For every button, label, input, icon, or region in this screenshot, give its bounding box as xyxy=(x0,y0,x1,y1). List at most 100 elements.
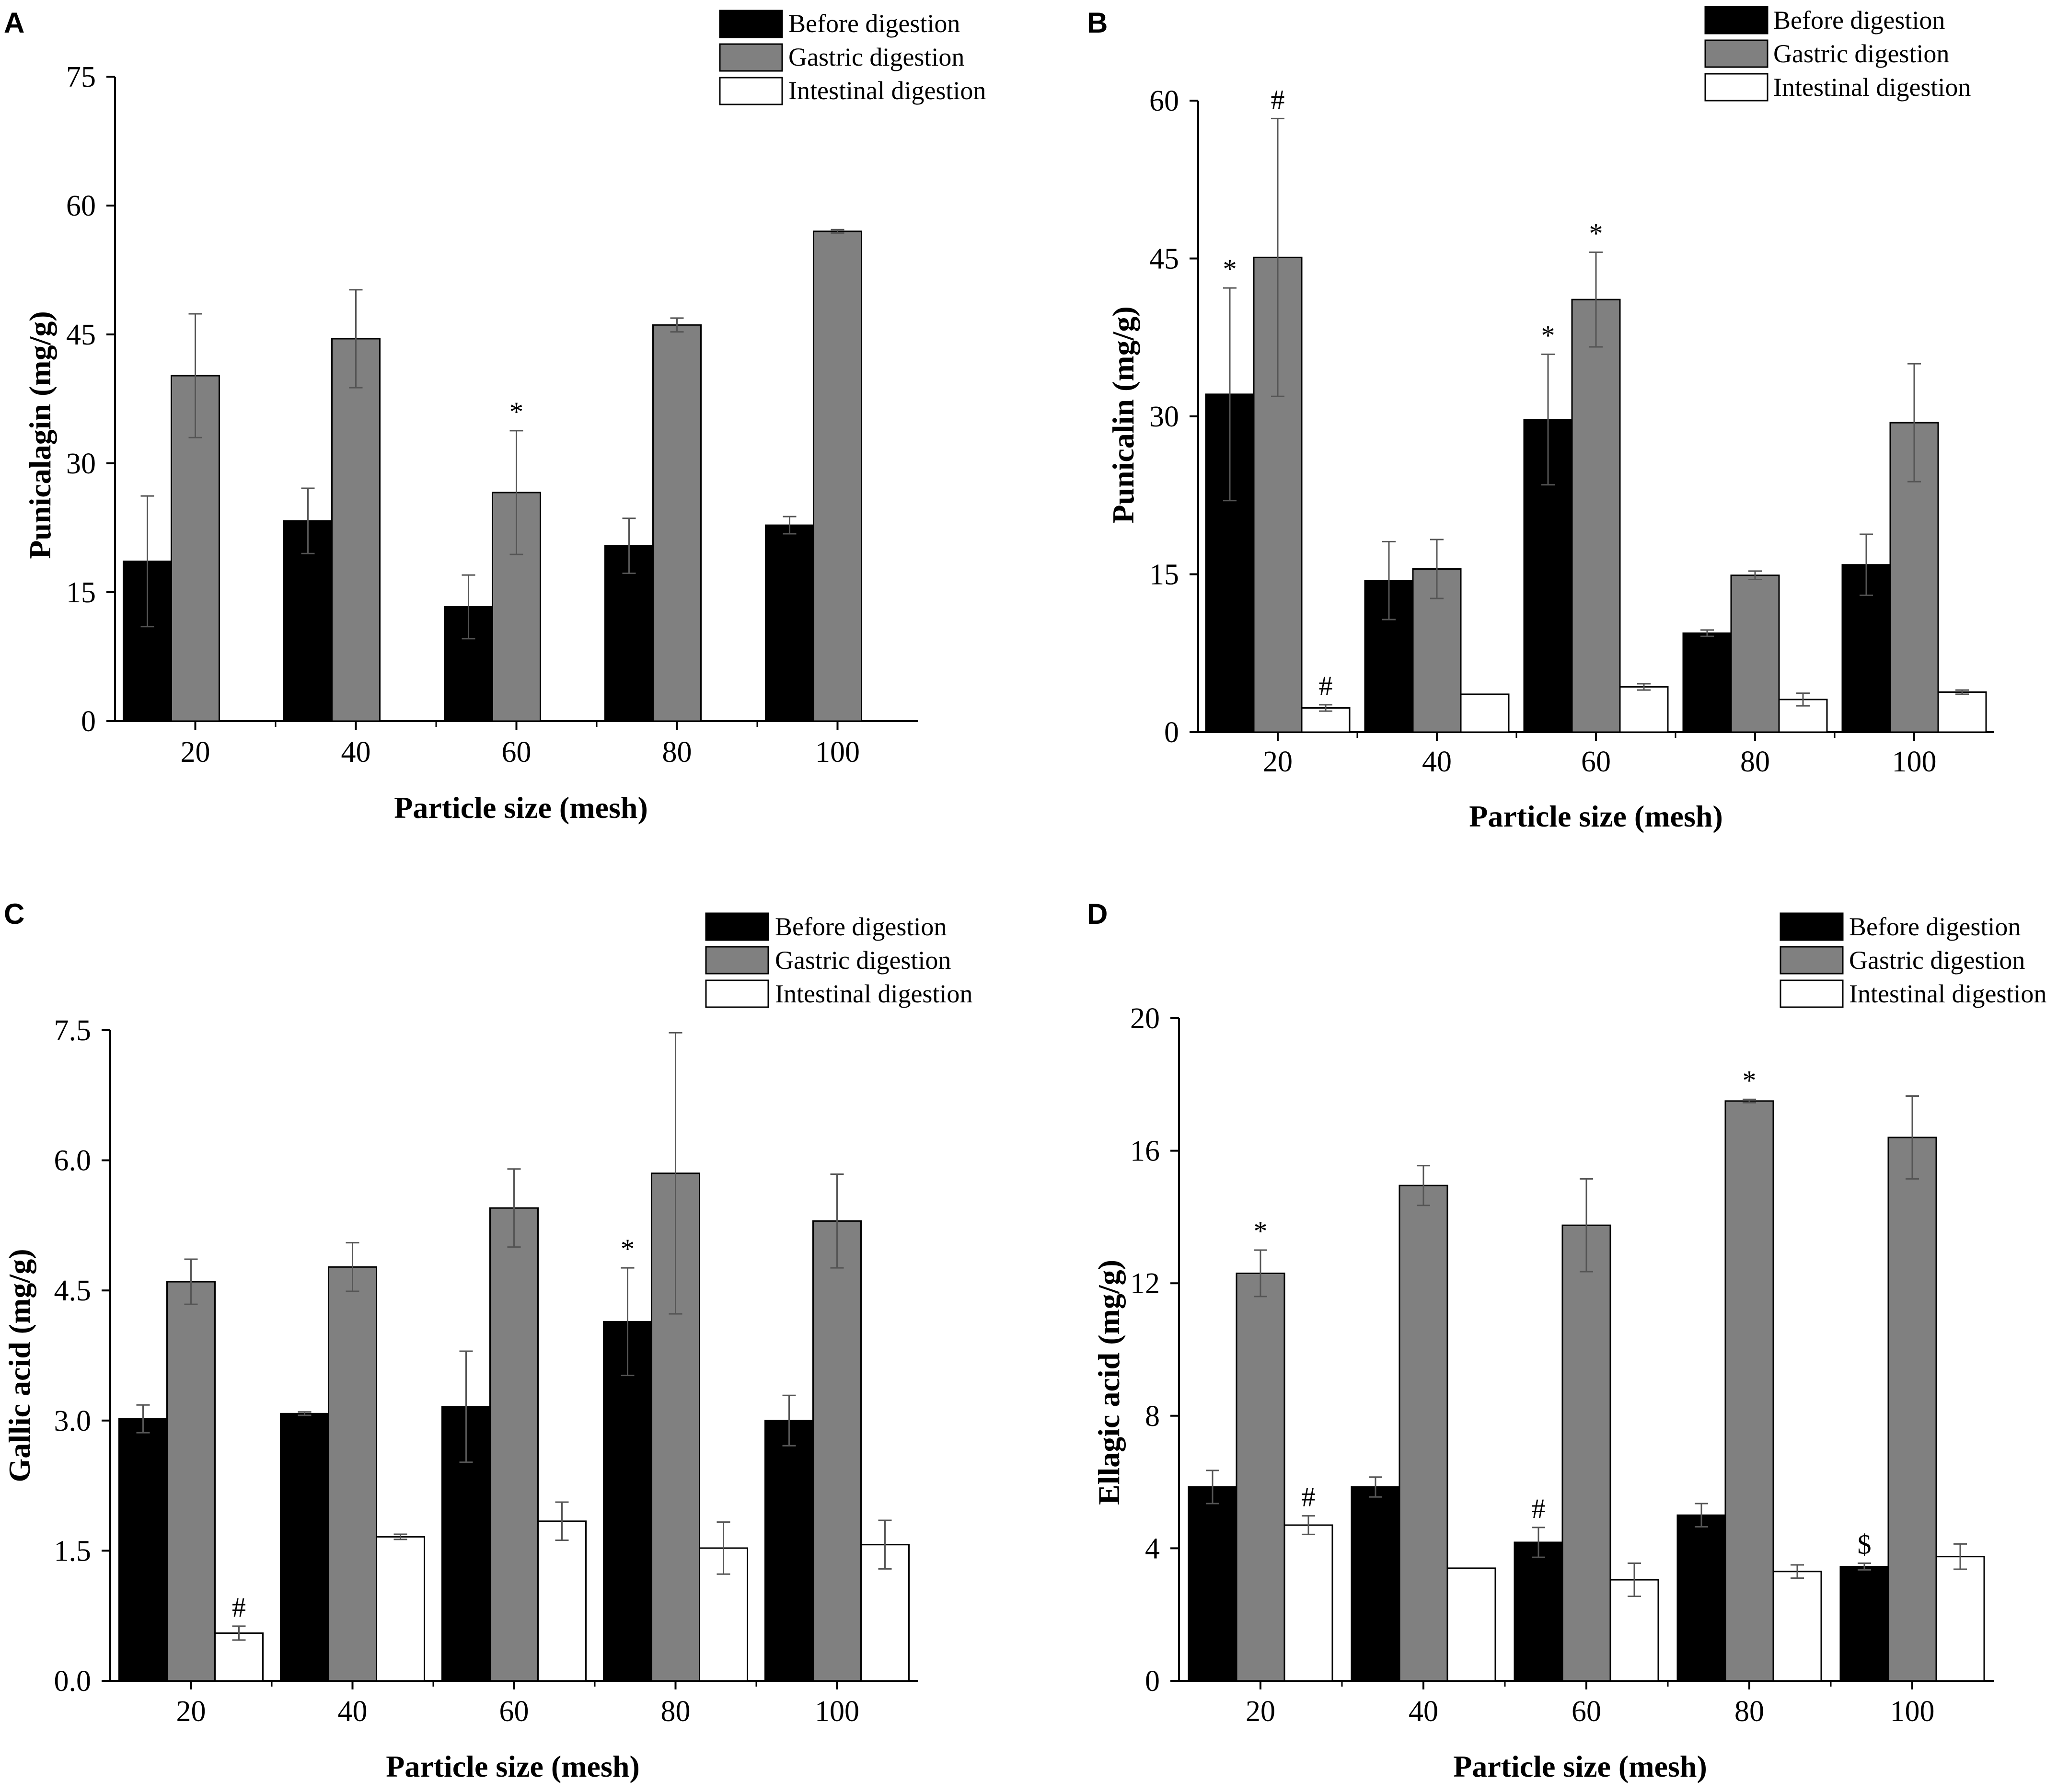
panel-b-significance-mark: # xyxy=(1271,84,1285,115)
panel-b-legend-label-gastric: Gastric digestion xyxy=(1773,39,1949,68)
panel-d-bar-gastric xyxy=(1561,1224,1611,1682)
panel-a-legend-label-before: Before digestion xyxy=(788,9,960,38)
panel-c-legend-swatch-before xyxy=(705,912,769,941)
panel-b-bar-intestinal xyxy=(1301,707,1351,733)
panel-b-y-tick-label: 15 xyxy=(1149,559,1179,591)
panel-b-letter: B xyxy=(1087,7,1108,39)
panel-b-plot: 0 15 30 45 60 20 40 60 80 100 * # # * * xyxy=(1149,84,1994,778)
panel-a-y-tick-label: 60 xyxy=(66,190,96,222)
panel-a-bar-gastric xyxy=(813,230,862,722)
panel-c-legend-swatch-intestinal xyxy=(705,979,769,1008)
panel-d-bar-intestinal xyxy=(1772,1571,1822,1682)
panel-d-bar-intestinal xyxy=(1935,1556,1985,1682)
panel-d-y-tick-label: 20 xyxy=(1130,1002,1160,1035)
panel-b-y-tick-label: 60 xyxy=(1149,85,1179,117)
panel-b-legend-swatch-gastric xyxy=(1704,39,1768,68)
panel-c-plot: 0.0 1.5 3.0 4.5 6.0 7.5 20 40 60 80 100 # * xyxy=(54,1014,918,1728)
panel-b-bar-before xyxy=(1682,632,1732,733)
panel-d-bar-before xyxy=(1676,1514,1726,1682)
panel-d-bar-before xyxy=(1839,1565,1889,1682)
panel-b-legend-label-intestinal: Intestinal digestion xyxy=(1773,73,1971,102)
panel-a-bar-before xyxy=(604,545,654,722)
panel-a-legend: Before digestion Gastric digestion Intes… xyxy=(719,9,986,105)
panel-b-bar-intestinal xyxy=(1619,686,1669,733)
panel-d-x-tick-label: 80 xyxy=(1734,1695,1764,1728)
panel-d-x-tick-label: 20 xyxy=(1246,1695,1275,1728)
panel-d-significance-mark: # xyxy=(1532,1493,1546,1524)
panel-b-x-tick-label: 100 xyxy=(1892,746,1937,778)
panel-c-x-tick-label: 60 xyxy=(499,1695,529,1728)
panel-d-x-tick-label: 40 xyxy=(1409,1695,1438,1728)
panel-d-bar-gastric xyxy=(1887,1137,1937,1682)
panel-b-y-tick-label: 45 xyxy=(1149,243,1179,276)
panel-d-letter: D xyxy=(1087,898,1108,930)
panel-c-bar-intestinal xyxy=(537,1520,587,1682)
panel-d-legend-label-before: Before digestion xyxy=(1849,912,2021,941)
panel-d-bar-intestinal xyxy=(1283,1524,1333,1682)
panel-c-y-axis-title: Gallic acid (mg/g) xyxy=(2,1249,36,1482)
panel-d-legend-label-gastric: Gastric digestion xyxy=(1849,946,2025,975)
panel-d-x-tick-label: 60 xyxy=(1572,1695,1601,1728)
panel-c-bar-gastric xyxy=(166,1281,216,1682)
panel-a-x-tick-label: 80 xyxy=(662,736,692,769)
panel-d: D 0 4 8 12 16 20 20 40 60 80 100 * # # * $ Particle siz… xyxy=(1087,898,2046,1783)
panel-c-x-tick-label: 40 xyxy=(338,1695,368,1728)
panel-a-y-tick-label: 15 xyxy=(66,576,96,609)
panel-c-x-axis-title: Particle size (mesh) xyxy=(386,1749,640,1783)
panel-d-y-tick-label: 8 xyxy=(1145,1400,1160,1433)
panel-c-legend-label-intestinal: Intestinal digestion xyxy=(775,979,972,1008)
panel-b-x-tick-label: 40 xyxy=(1422,746,1452,778)
panel-c-y-tick-label: 7.5 xyxy=(54,1014,92,1047)
panel-a-legend-swatch-intestinal xyxy=(719,77,783,105)
panel-b-bar-intestinal xyxy=(1937,691,1987,733)
panel-d-y-tick-label: 4 xyxy=(1145,1532,1160,1565)
panel-d-significance-mark: * xyxy=(1743,1065,1757,1096)
panel-b-significance-mark: * xyxy=(1541,320,1555,351)
panel-d-y-tick-label: 12 xyxy=(1130,1267,1160,1300)
panel-c-legend-label-gastric: Gastric digestion xyxy=(775,946,951,975)
panel-c-y-tick-label: 0.0 xyxy=(54,1665,92,1698)
panel-b-x-tick-label: 60 xyxy=(1581,746,1611,778)
panel-c-y-tick-label: 4.5 xyxy=(54,1275,92,1307)
panel-c-bar-gastric xyxy=(812,1220,862,1682)
panel-d-bar-gastric xyxy=(1724,1100,1774,1682)
panel-c-legend-label-before: Before digestion xyxy=(775,912,947,941)
panel-a-legend-swatch-before xyxy=(719,10,783,38)
panel-b-significance-mark: # xyxy=(1319,670,1333,701)
panel-a-plot: 0 15 30 45 60 75 20 40 60 80 100 * xyxy=(66,61,918,769)
panel-d-significance-mark: $ xyxy=(1858,1529,1872,1560)
panel-c-x-tick-label: 20 xyxy=(176,1695,206,1728)
panel-b-x-axis-title: Particle size (mesh) xyxy=(1469,799,1723,833)
panel-b-x-tick-label: 20 xyxy=(1263,746,1293,778)
panel-c: C 0.0 1.5 3.0 4.5 6.0 7.5 20 40 60 80 100 # * Partic… xyxy=(2,898,972,1783)
panel-a-letter: A xyxy=(4,7,24,39)
panel-b-y-tick-label: 0 xyxy=(1164,716,1179,749)
panel-b-y-tick-label: 30 xyxy=(1149,401,1179,433)
panel-d-bar-before xyxy=(1514,1541,1563,1682)
panel-d-legend-swatch-gastric xyxy=(1780,946,1844,975)
panel-b-bar-intestinal xyxy=(1460,693,1510,733)
panel-b-legend: Before digestion Gastric digestion Intes… xyxy=(1704,6,1971,102)
panel-a-legend-label-gastric: Gastric digestion xyxy=(788,43,964,71)
panel-c-legend-swatch-gastric xyxy=(705,946,769,975)
panel-d-bar-gastric xyxy=(1399,1184,1448,1682)
panel-a-bar-before xyxy=(765,524,814,722)
panel-c-y-tick-label: 3.0 xyxy=(54,1405,92,1437)
panel-c-x-tick-label: 80 xyxy=(661,1695,691,1728)
panel-c-bar-before xyxy=(603,1321,652,1682)
panel-c-letter: C xyxy=(4,898,24,930)
panel-a-bar-gastric xyxy=(652,324,702,722)
panel-d-legend: Before digestion Gastric digestion Intes… xyxy=(1780,912,2046,1008)
panel-c-bar-before xyxy=(280,1413,329,1682)
panel-c-bar-gastric xyxy=(328,1266,377,1682)
panel-c-y-tick-label: 6.0 xyxy=(54,1145,92,1177)
panel-b-significance-mark: * xyxy=(1589,218,1603,249)
panel-a-y-axis-title: Punicalagin (mg/g) xyxy=(23,311,57,559)
panel-b-y-axis-title: Punicalin (mg/g) xyxy=(1106,306,1140,523)
panel-a-legend-swatch-gastric xyxy=(719,43,783,72)
panel-c-significance-mark: * xyxy=(621,1233,635,1264)
panel-b-bar-gastric xyxy=(1571,299,1621,733)
panel-d-y-tick-label: 16 xyxy=(1130,1135,1160,1168)
panel-d-bar-before xyxy=(1188,1486,1237,1682)
